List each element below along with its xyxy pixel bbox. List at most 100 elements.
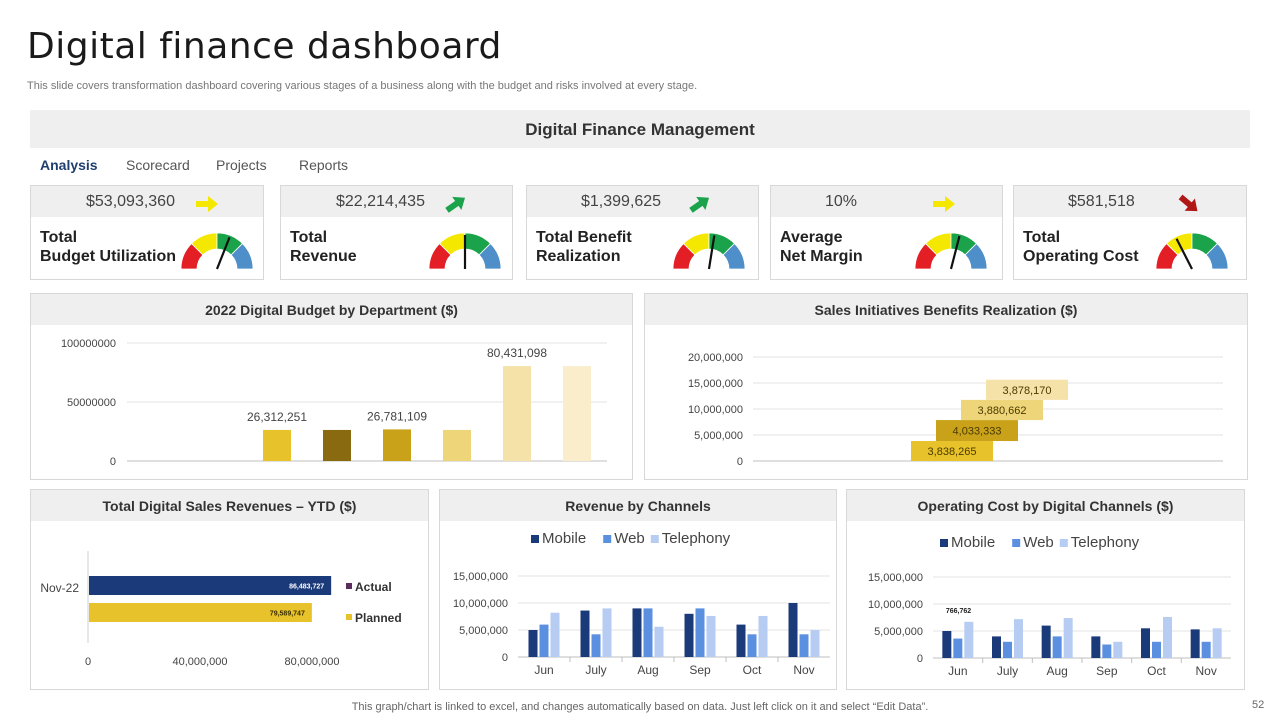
kpi-label: Average Net Margin <box>780 229 863 265</box>
tab-reports[interactable]: Reports <box>299 157 349 173</box>
budget-by-department-panel: 2022 Digital Budget by Department ($) 0 5… <box>30 293 633 480</box>
y-tick-label: 50000000 <box>67 397 116 409</box>
bar <box>961 399 1043 421</box>
gauge-segment <box>478 242 502 270</box>
right-arrow-icon <box>933 196 955 212</box>
legend-swatch <box>1059 539 1068 547</box>
tab-scorecard[interactable]: Scorecard <box>126 157 190 173</box>
bar <box>758 615 768 657</box>
gauge-segment <box>964 242 988 270</box>
chart-title: 2022 Digital Budget by Department ($) <box>31 294 632 325</box>
kpi-label: Total Operating Cost <box>1023 229 1139 265</box>
bar <box>986 379 1068 400</box>
bar <box>323 429 351 461</box>
bar <box>591 634 601 657</box>
budget-by-department-chart: 0 50000000 100000000 26,312,251 26,781,109 80… <box>61 338 607 468</box>
x-tick-label: Jun <box>534 663 553 677</box>
chart-title: Sales Initiatives Benefits Realization (… <box>645 294 1247 325</box>
y-tick-label: 0 <box>502 652 508 664</box>
tab-analysis[interactable]: Analysis <box>40 157 98 173</box>
gauge-segment <box>230 242 254 270</box>
legend-label: Actual <box>355 580 392 594</box>
kpi-card-total-benefit-realization: $1,399,625 Total Benefit Realization <box>526 185 759 280</box>
kpi-value: 10% <box>825 193 858 210</box>
page-title: Digital finance dashboard <box>27 26 502 67</box>
data-label: 3,838,265 <box>928 446 977 458</box>
data-label: 26,781,109 <box>367 409 427 423</box>
bar <box>799 634 809 657</box>
chart-title: Operating Cost by Digital Channels ($) <box>847 490 1244 521</box>
bar <box>684 613 694 657</box>
bar <box>1014 619 1023 658</box>
up-right-arrow-icon-shape <box>445 196 466 213</box>
bar <box>706 615 716 657</box>
bar <box>528 630 538 657</box>
legend-label: Planned <box>355 611 402 625</box>
x-tick-label: 40,000,000 <box>172 656 227 668</box>
bar <box>953 638 963 658</box>
revenue-by-channels-chart: Mobile Web Telephony 0 5,000,000 10,000,000 15… <box>453 530 830 677</box>
gauge-icon <box>428 232 502 270</box>
gauge-icon <box>672 232 746 270</box>
bar <box>936 420 1018 442</box>
tab-projects[interactable]: Projects <box>216 157 267 173</box>
bar <box>654 626 664 657</box>
bar <box>563 366 591 461</box>
x-tick-label: 0 <box>85 656 91 668</box>
bar <box>643 608 653 657</box>
bar <box>788 603 798 657</box>
legend-swatch <box>531 535 539 543</box>
bar <box>1163 616 1172 658</box>
operating-cost-panel: Operating Cost by Digital Channels ($) M… <box>846 489 1245 690</box>
chart-title: Revenue by Channels <box>440 490 836 521</box>
gauge-needle <box>707 235 716 270</box>
y-tick-label: 5,000,000 <box>694 430 743 442</box>
sales-benefits-chart: 0 5,000,000 10,000,000 15,000,000 20,000,000… <box>688 352 1223 468</box>
gauge-icon <box>180 232 254 270</box>
y-tick-label: 15,000,000 <box>453 571 508 583</box>
bar <box>964 621 974 658</box>
x-tick-label: 80,000,000 <box>284 656 339 668</box>
dashboard-header: Digital Finance Management <box>30 110 1250 148</box>
bar <box>810 630 820 657</box>
gauge-icon <box>914 232 988 270</box>
kpi-label: Total Revenue <box>290 229 357 265</box>
kpi-card-total-revenue: $22,214,435 Total Revenue <box>280 185 513 280</box>
bar <box>1201 641 1211 658</box>
bar <box>1152 641 1161 658</box>
legend-swatch <box>603 535 612 543</box>
bar <box>1041 625 1051 658</box>
y-tick-label: 0 <box>110 456 116 468</box>
bar <box>550 612 560 657</box>
bar <box>632 608 642 657</box>
data-label: 26,312,251 <box>247 410 307 424</box>
y-tick-label: 100000000 <box>61 338 116 350</box>
y-tick-label: 5,000,000 <box>874 626 923 638</box>
gauge-segment <box>1205 242 1229 270</box>
x-tick-label: Aug <box>1046 664 1067 678</box>
up-right-arrow-icon <box>445 196 466 213</box>
y-tick-label: 20,000,000 <box>688 352 743 364</box>
kpi-label: Total Budget Utilization <box>40 229 176 265</box>
data-label: 86,483,727 <box>289 584 324 591</box>
kpi-value: $1,399,625 <box>581 193 662 210</box>
ytd-revenue-chart: 0 40,000,000 80,000,000 Nov-22 86,483,727 Act… <box>40 551 402 668</box>
bar <box>1102 644 1112 658</box>
gauge-needle <box>1175 238 1193 270</box>
bar <box>383 429 411 461</box>
x-tick-label: July <box>585 663 606 677</box>
x-tick-label: Sep <box>1096 664 1118 678</box>
bar <box>1063 618 1073 658</box>
kpi-card-average-net-margin: 10% Average Net Margin <box>770 185 1003 280</box>
legend-label: Web <box>1023 534 1054 551</box>
kpi-card-total-operating-cost: $581,518 Total Operating Cost <box>1013 185 1247 280</box>
gauge-needle <box>949 235 961 270</box>
bar <box>602 608 612 657</box>
bar <box>992 636 1001 658</box>
bar <box>580 610 590 657</box>
x-tick-label: Oct <box>743 663 762 677</box>
category-label: Nov-22 <box>40 581 79 595</box>
x-tick-label: July <box>997 664 1018 678</box>
bar <box>1003 641 1012 658</box>
bar <box>747 634 757 657</box>
